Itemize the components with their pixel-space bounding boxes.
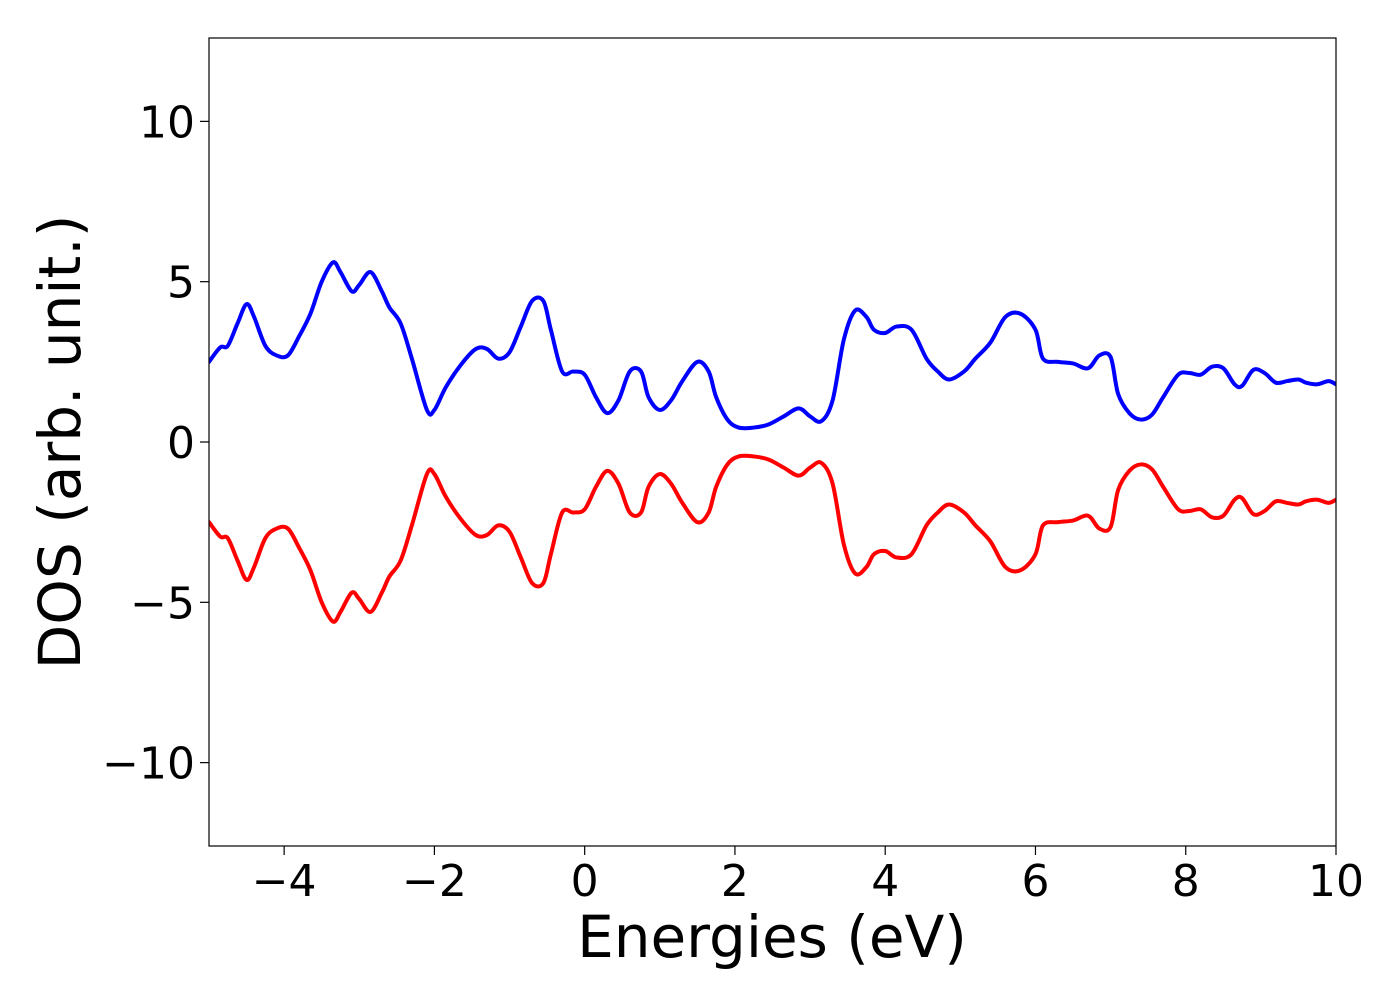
y-tick-label: −5 (130, 578, 195, 629)
x-axis-label: Energies (eV) (577, 903, 967, 971)
x-tick-label: 4 (871, 856, 899, 907)
y-tick-label: 5 (167, 258, 195, 309)
x-tick-label: −4 (252, 856, 317, 907)
plot-frame (208, 37, 1337, 847)
x-tick-label: 0 (571, 856, 599, 907)
y-tick-label: 0 (167, 418, 195, 469)
y-tick-label: 10 (139, 97, 195, 148)
x-tick-label: −2 (402, 856, 467, 907)
y-axis-label: DOS (arb. unit.) (26, 215, 94, 670)
dos-series-line-down (209, 453, 1336, 624)
x-axis: −4 −2 0 2 4 6 8 10 (252, 846, 1364, 907)
x-tick-label: 2 (721, 856, 749, 907)
dos-series-line-up (209, 260, 1336, 431)
series-layer (209, 260, 1336, 624)
x-tick-label: 8 (1172, 856, 1200, 907)
y-axis: −10 −5 0 5 10 (102, 97, 209, 790)
y-tick-label: −10 (102, 739, 195, 790)
x-tick-label: 10 (1308, 856, 1364, 907)
x-tick-label: 6 (1021, 856, 1049, 907)
